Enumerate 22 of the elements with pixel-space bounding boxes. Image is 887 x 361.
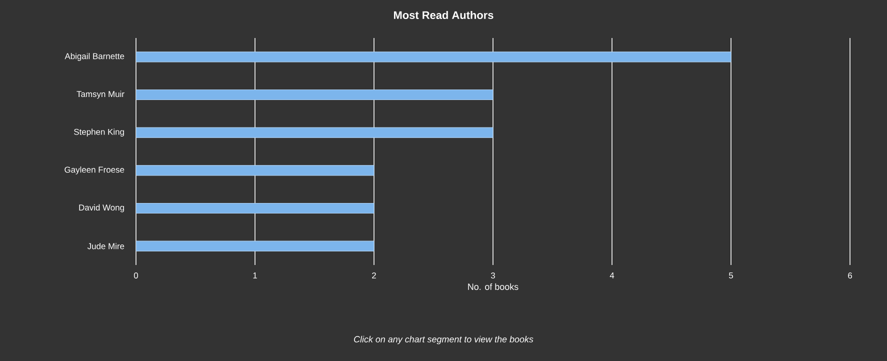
x-tick-label: 3 (490, 272, 495, 278)
y-tick-label: Gayleen Froese (64, 166, 124, 174)
x-axis-title: No. of books (468, 283, 518, 290)
y-tick-label: Abigail Barnette (64, 52, 124, 61)
bar (136, 202, 374, 214)
bar (136, 89, 494, 100)
x-tick-label: 5 (728, 272, 734, 278)
bar (136, 240, 374, 252)
chart-title: Most Read Authors (394, 10, 494, 20)
x-tick-label: 6 (848, 272, 852, 278)
text: Click on any chart segment to view the books (354, 336, 534, 344)
x-tick-label: 4 (610, 272, 614, 278)
x-tick-label: 2 (372, 272, 376, 278)
bar (136, 52, 732, 62)
y-tick-label: Tamsyn Muir (76, 90, 124, 99)
y-tick-label: David Wong (79, 204, 124, 212)
bar (136, 127, 494, 138)
bar (136, 165, 374, 176)
y-tick-label: Jude Mire (87, 242, 124, 250)
y-tick-label: Stephen King (74, 128, 124, 137)
x-tick-label: 1 (253, 272, 257, 278)
x-tick-label: 0 (134, 272, 138, 278)
